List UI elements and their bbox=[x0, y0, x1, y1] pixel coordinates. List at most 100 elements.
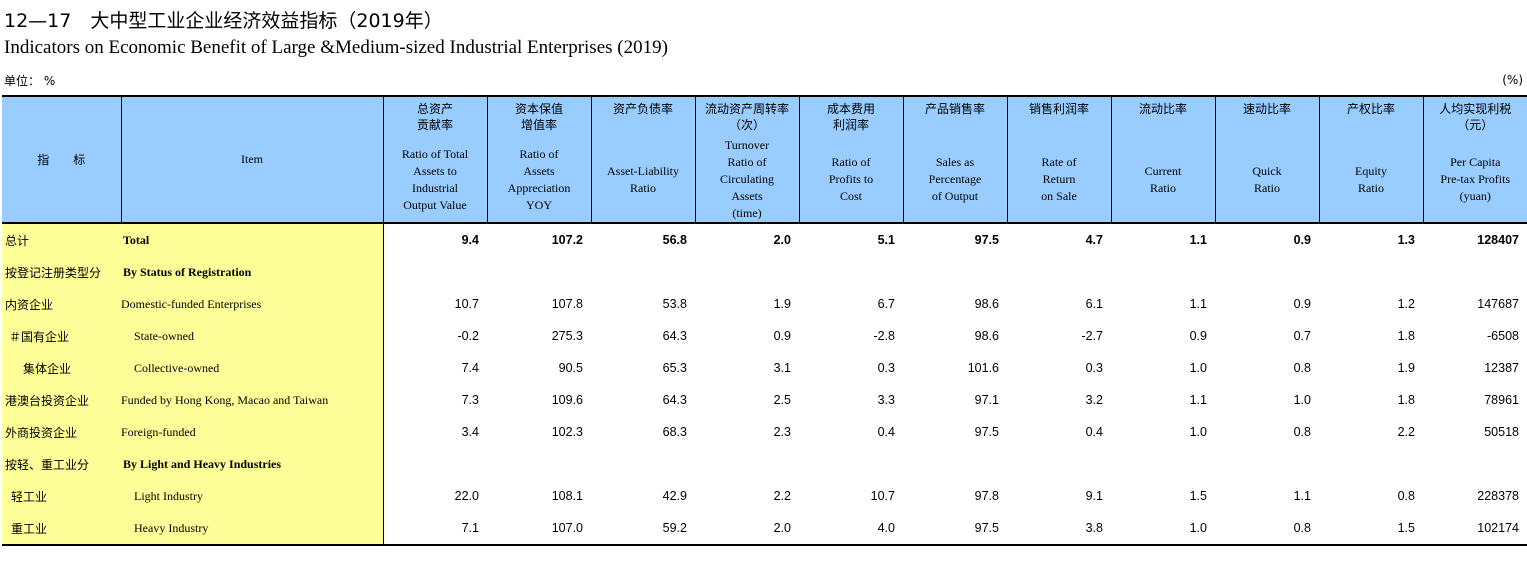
table-cell: -0.2 bbox=[457, 329, 479, 343]
table-row: 按轻、重工业分 By Light and Heavy Industries bbox=[2, 448, 1527, 480]
header-col-en: Quick Ratio bbox=[1252, 163, 1282, 195]
table-cell bbox=[383, 448, 487, 480]
table-cell: 1.5 bbox=[1189, 489, 1207, 503]
table-cell: 0.4 bbox=[1085, 425, 1103, 439]
table-cell bbox=[1111, 256, 1215, 288]
header-col-6: 产品销售率 Sales as Percentage of Output bbox=[902, 95, 1007, 224]
table-cell: 2.0 bbox=[695, 512, 799, 546]
table-cell: 12387 bbox=[1484, 361, 1519, 375]
table-row: 重工业 Heavy Industry 7.1 107.0 59.2 2.0 4.… bbox=[2, 512, 1527, 546]
table-cell: 1.0 bbox=[1293, 393, 1311, 407]
table-cell: 65.3 bbox=[662, 361, 687, 375]
table-cell: 1.1 bbox=[1189, 393, 1207, 407]
table-cell bbox=[1007, 448, 1111, 480]
header-col-en: Sales as Percentage of Output bbox=[928, 155, 982, 203]
row-label-en: Domestic-funded Enterprises bbox=[121, 288, 384, 320]
table-cell: 1.0 bbox=[1189, 361, 1207, 375]
table-cell: -2.7 bbox=[1081, 329, 1103, 343]
table-row: 按登记注册类型分 By Status of Registration bbox=[2, 256, 1527, 288]
table-cell: 2.2 bbox=[773, 489, 791, 503]
table-cell: 2.5 bbox=[773, 393, 791, 407]
table-cell: 4.0 bbox=[799, 512, 903, 546]
table-cell bbox=[799, 256, 903, 288]
unit-label-right: (%) bbox=[1502, 73, 1523, 87]
row-label-cn: 总计 bbox=[2, 223, 121, 256]
table-cell bbox=[1007, 256, 1111, 288]
table-cell: 128407 bbox=[1477, 233, 1519, 247]
table-cell: 1.2 bbox=[1397, 297, 1415, 311]
header-col-cn: 流动比率 bbox=[1138, 102, 1187, 116]
table-cell: 97.8 bbox=[974, 489, 999, 503]
table-cell: 107.8 bbox=[551, 297, 583, 311]
table-cell bbox=[695, 448, 799, 480]
table-cell: 1.3 bbox=[1397, 233, 1415, 247]
table-cell: 0.7 bbox=[1293, 329, 1311, 343]
table-cell bbox=[487, 448, 591, 480]
row-label-cn: 内资企业 bbox=[2, 288, 121, 320]
table-cell: 1.0 bbox=[1189, 425, 1207, 439]
table-cell: 228378 bbox=[1477, 489, 1519, 503]
table-cell: 101.6 bbox=[967, 361, 999, 375]
row-label-cn: ＃国有企业 bbox=[2, 320, 121, 352]
table-cell: 50518 bbox=[1484, 425, 1519, 439]
table-cell: 5.1 bbox=[877, 233, 895, 247]
table-cell: 7.4 bbox=[461, 361, 479, 375]
header-item-cn: 指 标 bbox=[2, 95, 121, 224]
row-label-en: By Status of Registration bbox=[121, 256, 384, 288]
table-cell: 22.0 bbox=[454, 489, 479, 503]
table-row: 轻工业 Light Industry 22.0 108.1 42.9 2.2 1… bbox=[2, 480, 1527, 512]
table-cell: 0.8 bbox=[1215, 512, 1319, 546]
header-col-en: Per Capita Pre-tax Profits (yuan) bbox=[1440, 155, 1511, 203]
table-cell bbox=[799, 448, 903, 480]
table-cell: 2.0 bbox=[773, 233, 791, 247]
table-cell: 109.6 bbox=[551, 393, 583, 407]
header-col-9: 速动比率 Quick Ratio bbox=[1214, 95, 1319, 224]
table-cell bbox=[1423, 448, 1527, 480]
table-cell: 42.9 bbox=[662, 489, 687, 503]
table-cell bbox=[1319, 448, 1423, 480]
header-col-en: Equity Ratio bbox=[1355, 163, 1387, 195]
table-row: 集体企业 Collective-owned 7.4 90.5 65.3 3.1 … bbox=[2, 352, 1527, 384]
header-col-cn: 成本费用 利润率 bbox=[826, 102, 875, 132]
row-label-en: Foreign-funded bbox=[121, 416, 384, 448]
table-cell: 102.3 bbox=[551, 425, 583, 439]
header-col-en: Ratio of Profits to Cost bbox=[828, 155, 874, 203]
table-cell: 6.1 bbox=[1085, 297, 1103, 311]
row-label-cn: 按登记注册类型分 bbox=[2, 256, 121, 288]
table-cell: 2.2 bbox=[1397, 425, 1415, 439]
row-label-cn: 外商投资企业 bbox=[2, 416, 121, 448]
table-cell: 107.0 bbox=[487, 512, 591, 546]
table-cell: 2.3 bbox=[773, 425, 791, 439]
header-col-en: Turnover Ratio of Circulating Assets (ti… bbox=[720, 138, 774, 220]
row-label-cn: 集体企业 bbox=[2, 352, 121, 384]
header-col-11: 人均实现利税 （元） Per Capita Pre-tax Profits (yu… bbox=[1422, 95, 1527, 224]
table-cell: 1.9 bbox=[1397, 361, 1415, 375]
header-col-cn: 人均实现利税 （元） bbox=[1439, 102, 1512, 132]
table-cell: 1.8 bbox=[1397, 329, 1415, 343]
table-cell: 59.2 bbox=[591, 512, 695, 546]
header-item-en: Item bbox=[120, 95, 383, 224]
table-cell bbox=[591, 448, 695, 480]
table-cell: 3.3 bbox=[877, 393, 895, 407]
table-cell: 1.0 bbox=[1111, 512, 1215, 546]
row-label-en: Light Industry bbox=[121, 480, 384, 512]
row-label-en: Total bbox=[121, 223, 384, 256]
table-cell: 97.5 bbox=[974, 233, 999, 247]
table-cell: 0.3 bbox=[1085, 361, 1103, 375]
table-cell bbox=[903, 256, 1007, 288]
table-cell: 3.4 bbox=[461, 425, 479, 439]
table-row: 外商投资企业 Foreign-funded 3.4 102.3 68.3 2.3… bbox=[2, 416, 1527, 448]
table-cell: 97.5 bbox=[974, 425, 999, 439]
table-cell: 1.1 bbox=[1189, 297, 1207, 311]
row-label-cn: 重工业 bbox=[2, 512, 121, 546]
header-col-5: 成本费用 利润率 Ratio of Profits to Cost bbox=[798, 95, 903, 224]
table-row: ＃国有企业 State-owned -0.2 275.3 64.3 0.9 -2… bbox=[2, 320, 1527, 352]
table-cell: 9.4 bbox=[461, 233, 479, 247]
unit-label: 单位： % bbox=[4, 74, 56, 88]
table-cell: 56.8 bbox=[662, 233, 687, 247]
table-row: 总计 Total 9.4 107.2 56.8 2.0 5.1 97.5 4.7… bbox=[2, 223, 1527, 256]
table-cell bbox=[1423, 256, 1527, 288]
table-cell: 0.9 bbox=[1293, 233, 1311, 247]
table-cell: 78961 bbox=[1484, 393, 1519, 407]
table-cell: 275.3 bbox=[551, 329, 583, 343]
